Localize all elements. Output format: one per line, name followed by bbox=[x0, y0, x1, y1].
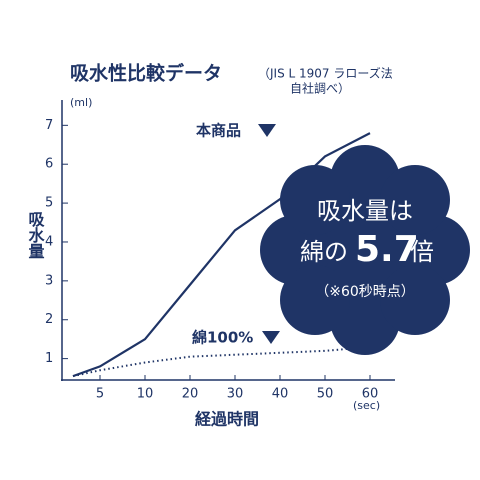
series-label: 綿100% bbox=[192, 329, 253, 347]
y-tick-label: 3 bbox=[45, 273, 53, 288]
y-tick-label: 6 bbox=[45, 157, 53, 172]
badge-text: 綿の bbox=[300, 238, 348, 266]
x-tick-label: 50 bbox=[317, 387, 334, 402]
series-line bbox=[72, 345, 371, 378]
badge-text: （※60秒時点） bbox=[315, 284, 415, 300]
x-tick-label: 30 bbox=[227, 387, 244, 402]
x-unit: (sec) bbox=[353, 399, 380, 412]
subtitle: 自社調べ） bbox=[290, 81, 350, 96]
y-tick-label: 4 bbox=[45, 234, 53, 249]
x-tick-label: 20 bbox=[182, 387, 199, 402]
x-tick-label: 40 bbox=[272, 387, 289, 402]
series-line bbox=[72, 132, 371, 378]
arrow bbox=[262, 331, 280, 344]
y-tick-label: 7 bbox=[45, 118, 53, 133]
badge-number: 5.7 bbox=[355, 229, 419, 270]
y-tick-label: 2 bbox=[45, 312, 53, 327]
chart-title: 吸水性比較データ bbox=[70, 62, 222, 85]
badge bbox=[260, 145, 470, 355]
x-tick-label: 60 bbox=[362, 387, 379, 402]
badge-text: 吸水量は bbox=[317, 197, 413, 225]
series-label: 本商品 bbox=[196, 122, 241, 140]
subtitle: （JIS L 1907 ラローズ法 bbox=[258, 66, 393, 81]
badge-text: 倍 bbox=[410, 238, 434, 266]
x-tick-label: 10 bbox=[137, 387, 154, 402]
y-label: 吸水量 bbox=[26, 211, 45, 259]
y-unit: (ml) bbox=[70, 96, 92, 109]
y-tick-label: 1 bbox=[45, 351, 53, 366]
y-tick-label: 5 bbox=[45, 196, 53, 211]
x-label: 経過時間 bbox=[195, 410, 259, 429]
arrow bbox=[258, 124, 276, 137]
x-tick-label: 5 bbox=[96, 387, 104, 402]
